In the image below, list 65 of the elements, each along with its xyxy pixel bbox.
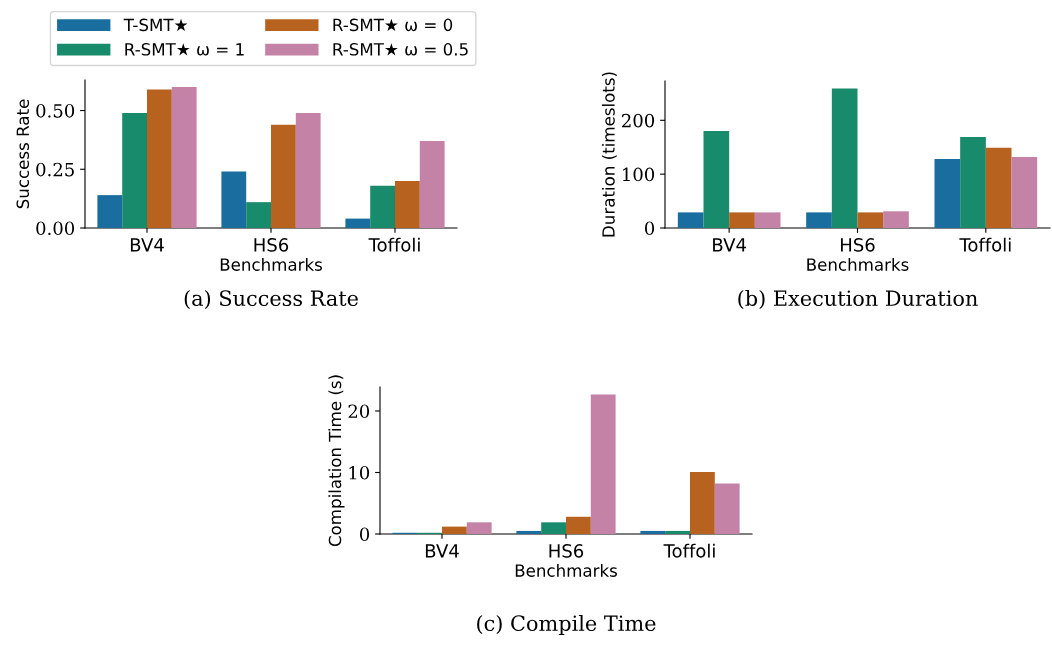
- x-axis-title: Benchmarks: [807, 257, 909, 271]
- bar: [295, 112, 321, 228]
- bar: [419, 141, 445, 228]
- x-tick-label: Toffoli: [368, 237, 420, 252]
- y-tick-label: 100: [623, 167, 655, 182]
- bar: [541, 522, 566, 534]
- y-tick-label: 0.00: [36, 221, 75, 236]
- x-tick-label: BV4: [713, 238, 746, 252]
- y-tick-label: 0: [359, 527, 370, 542]
- x-axis-title: Benchmarks: [515, 563, 617, 577]
- y-tick-label: 0: [644, 221, 655, 236]
- legend-label: R-SMT★ ω = 0: [333, 18, 453, 32]
- bar: [754, 212, 781, 228]
- bar: [640, 530, 666, 534]
- bar: [147, 89, 172, 228]
- bar: [960, 137, 986, 228]
- x-tick-label: BV4: [425, 544, 459, 558]
- bar: [934, 159, 961, 228]
- bar: [665, 530, 690, 534]
- legend-label: T-SMT★: [123, 18, 188, 32]
- y-tick-label: 0.25: [36, 162, 74, 177]
- bar: [677, 212, 704, 228]
- bar: [590, 394, 616, 534]
- bar: [395, 181, 420, 228]
- bar: [370, 185, 395, 228]
- bar: [806, 212, 832, 228]
- text: (c) Compile Time: [477, 614, 656, 636]
- bar: [466, 522, 492, 534]
- x-tick-label: BV4: [130, 238, 164, 252]
- x-tick-label: HS6: [549, 544, 584, 558]
- x-tick-label: Toffoli: [663, 543, 715, 558]
- bar: [516, 530, 542, 534]
- x-tick-label: HS6: [254, 238, 289, 252]
- text: (b) Execution Duration: [738, 289, 978, 309]
- legend-label: R-SMT★ ω = 1: [125, 43, 244, 56]
- y-tick-label: 20: [348, 404, 370, 419]
- bar: [221, 171, 247, 228]
- x-tick-label: Toffoli: [959, 237, 1011, 252]
- bar: [703, 131, 730, 228]
- legend-label: R-SMT★ ω = 0.5: [333, 43, 468, 56]
- y-tick-label: 0.50: [36, 104, 75, 118]
- bar: [831, 88, 858, 228]
- bar: [1011, 156, 1038, 228]
- bar: [690, 471, 715, 534]
- bar: [442, 526, 467, 534]
- bar: [345, 218, 371, 228]
- bar: [171, 87, 197, 228]
- text: (a) Success Rate: [184, 289, 358, 309]
- bar: [246, 202, 271, 228]
- y-tick-label: 200: [622, 113, 655, 128]
- bar: [566, 516, 591, 534]
- y-axis-title: Duration (timeslots): [601, 72, 617, 237]
- bar: [97, 195, 123, 228]
- bar: [883, 211, 909, 228]
- y-axis-title: Success Rate: [16, 99, 30, 209]
- x-tick-label: HS6: [841, 238, 875, 252]
- y-tick-label: 10: [349, 465, 370, 480]
- bar: [271, 124, 296, 228]
- y-axis-title: Compilation Time (s): [328, 375, 345, 547]
- bar: [729, 212, 755, 228]
- bar: [857, 212, 884, 228]
- bar: [122, 112, 147, 228]
- x-axis-title: Benchmarks: [220, 257, 322, 271]
- bar: [985, 147, 1012, 228]
- bar: [714, 483, 740, 534]
